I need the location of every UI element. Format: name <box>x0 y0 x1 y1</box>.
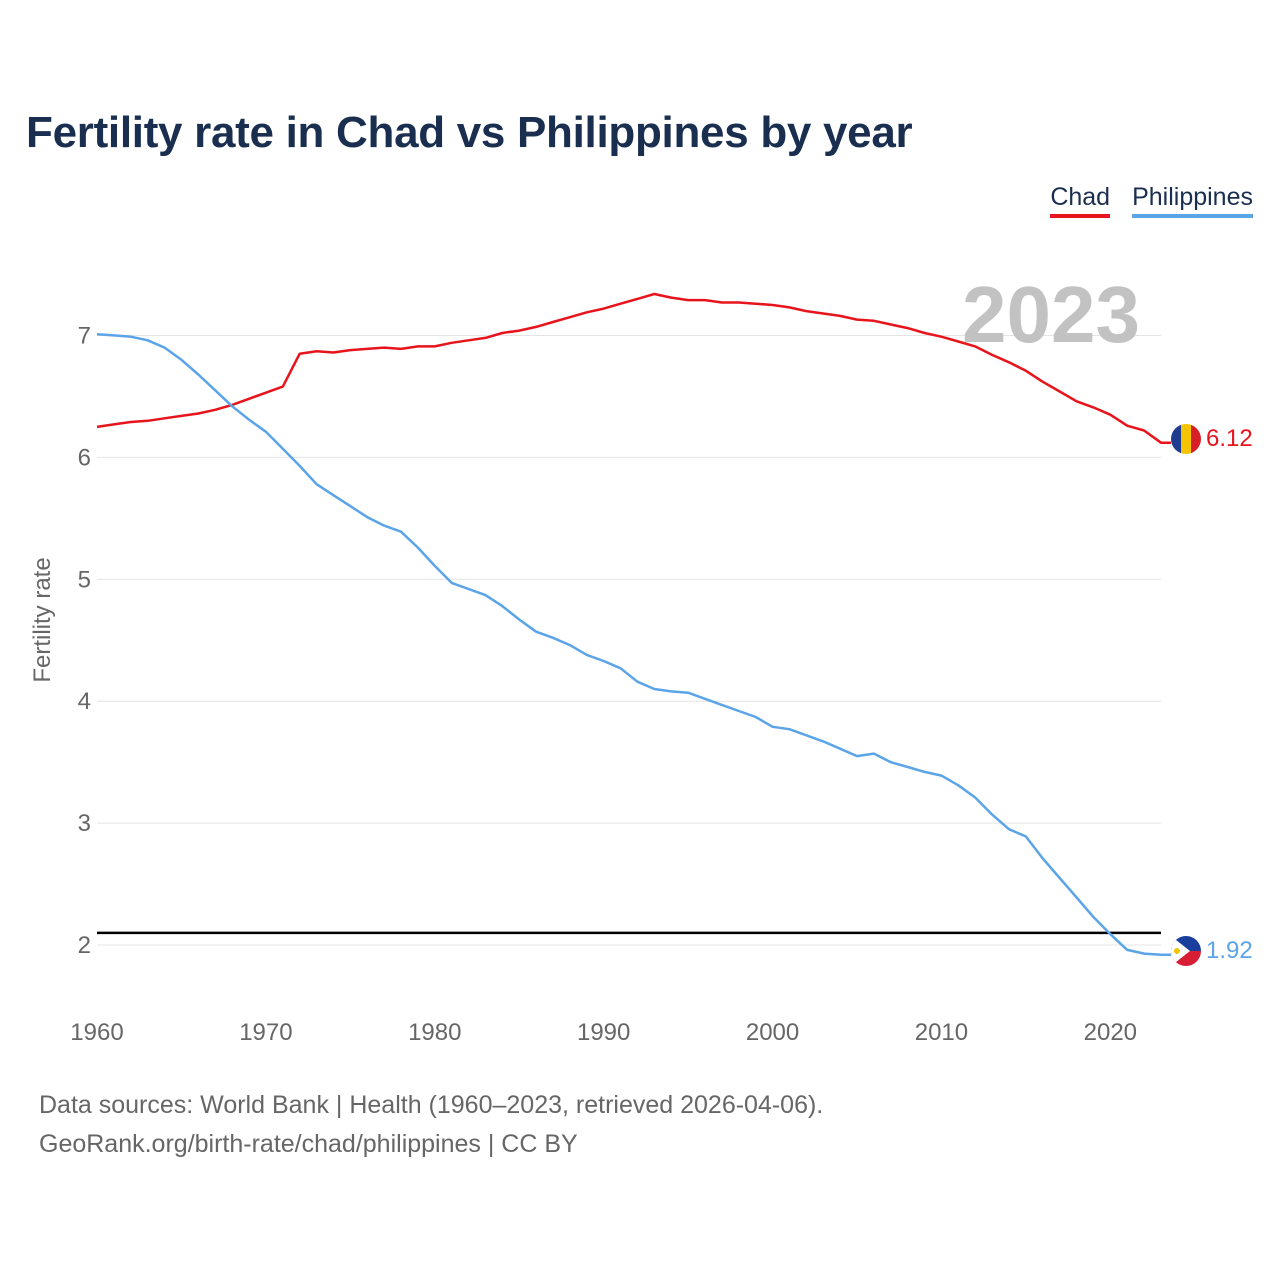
x-tick-label: 2020 <box>1084 1019 1137 1046</box>
x-tick-label: 1980 <box>408 1019 461 1046</box>
fertility-line-chart: 2 3 4 5 6 7 1960 1970 1980 1990 2000 2010 2020 2023… <box>29 270 1253 1046</box>
x-tick-label: 1970 <box>239 1019 292 1046</box>
chad-end-value: 6.12 <box>1206 425 1253 452</box>
data-sources: Data sources: World Bank | Health (1960–… <box>39 1091 824 1119</box>
footer: Data sources: World Bank | Health (1960–… <box>39 1086 823 1164</box>
legend-item-chad[interactable]: Chad <box>1050 182 1111 218</box>
y-tick-label: 3 <box>78 810 91 837</box>
y-tick-label: 5 <box>78 566 91 593</box>
series-line-philippines[interactable] <box>96 332 1171 957</box>
y-axis-label: Fertility rate <box>29 557 56 682</box>
y-tick-label: 6 <box>78 444 91 471</box>
y-tick-label: 4 <box>78 688 91 715</box>
chart-title: Fertility rate in Chad vs Philippines by… <box>26 108 913 157</box>
attribution-link[interactable]: GeoRank.org/birth-rate/chad/philippines … <box>39 1130 578 1158</box>
y-tick-label: 2 <box>78 932 91 959</box>
x-tick-label: 1960 <box>70 1019 123 1046</box>
chad-flag-icon <box>1171 424 1201 454</box>
y-tick-label: 7 <box>78 322 91 349</box>
philippines-end-value: 1.92 <box>1206 937 1253 964</box>
philippines-flag-icon <box>1171 936 1201 966</box>
series-line-chad[interactable] <box>96 292 1171 444</box>
year-watermark: 2023 <box>962 270 1140 359</box>
x-tick-label: 2010 <box>915 1019 968 1046</box>
x-tick-label: 1990 <box>577 1019 630 1046</box>
x-tick-label: 2000 <box>746 1019 799 1046</box>
legend: Chad Philippines <box>1050 182 1253 218</box>
legend-item-philippines[interactable]: Philippines <box>1132 182 1253 218</box>
